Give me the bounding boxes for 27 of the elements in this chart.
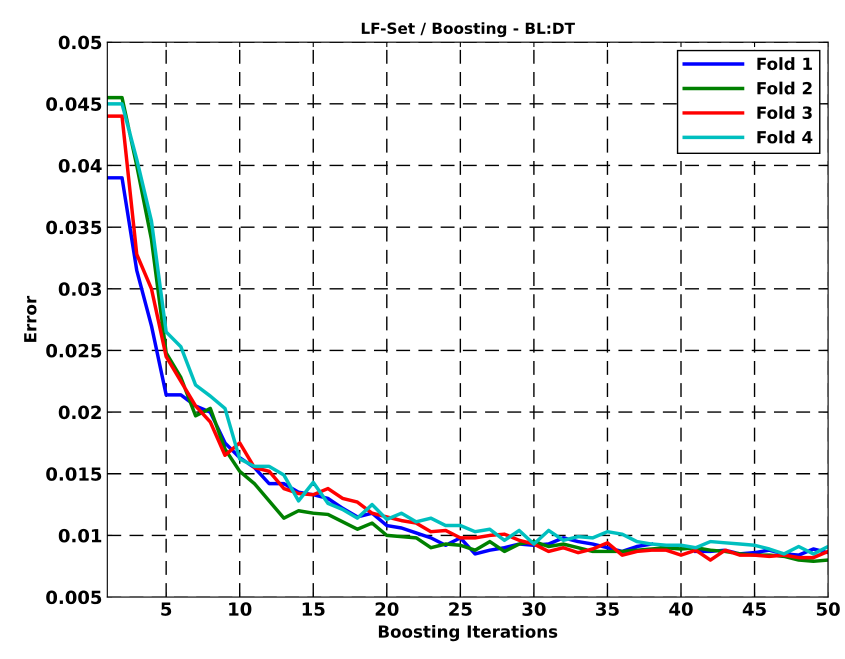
legend-label: Fold 2 [757, 82, 812, 95]
x-tick-label: 15 [302, 602, 325, 616]
chart-title: LF-Set / Boosting - BL:DT [362, 22, 575, 38]
x-axis-title: Boosting Iterations [378, 624, 558, 642]
x-tick-label: 50 [816, 602, 840, 616]
legend-label: Fold 1 [757, 57, 812, 70]
legend-label: Fold 3 [757, 106, 812, 120]
x-tick-label: 35 [596, 602, 619, 616]
x-tick-label: 10 [229, 602, 252, 616]
x-tick-label: 45 [742, 602, 766, 616]
y-tick-label: 0.02 [58, 406, 101, 420]
x-tick-label: 40 [669, 602, 693, 616]
y-tick-label: 0.015 [46, 467, 102, 481]
y-tick-label: 0.01 [58, 528, 102, 543]
y-tick-label: 0.05 [58, 36, 102, 50]
legend-label: Fold 4 [757, 130, 812, 144]
y-tick-label: 0.045 [46, 97, 102, 111]
y-axis-title: Error [24, 296, 37, 342]
y-tick-label: 0.005 [46, 590, 102, 604]
x-tick-label: 20 [376, 602, 399, 616]
y-tick-label: 0.035 [46, 220, 102, 234]
y-tick-label: 0.04 [58, 158, 102, 173]
y-tick-label: 0.03 [58, 282, 102, 296]
x-tick-label: 30 [522, 602, 546, 616]
x-tick-label: 5 [161, 602, 172, 616]
y-tick-label: 0.025 [46, 344, 102, 358]
x-tick-label: 25 [449, 602, 472, 616]
